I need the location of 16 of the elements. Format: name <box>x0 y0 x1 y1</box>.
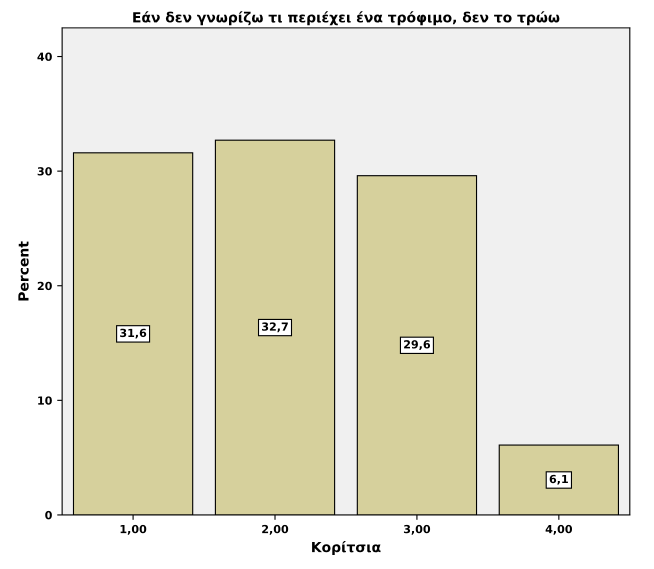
data-label: 32,7 <box>262 322 288 332</box>
y-tick-label: 40 <box>37 52 52 61</box>
x-tick-label: 3,00 <box>404 524 430 535</box>
x-tick-label: 2,00 <box>262 524 288 535</box>
x-axis-title: Κορίτσια <box>312 540 381 555</box>
x-tick-label: 4,00 <box>546 524 572 535</box>
x-tick-label: 1,00 <box>120 524 146 535</box>
data-label: 6,1 <box>550 474 568 485</box>
data-label: 29,6 <box>404 340 430 350</box>
chart-title: Εάν δεν γνωρίζω τι περιέχει ένα τρόφιμο, δεν το τρώω <box>133 11 560 26</box>
y-tick-label: 0 <box>45 510 52 520</box>
y-tick-label: 30 <box>38 167 52 176</box>
y-axis-title: Percent <box>18 241 29 300</box>
data-label: 31,6 <box>120 328 146 339</box>
y-tick-label: 20 <box>38 282 52 290</box>
y-tick-label: 10 <box>38 396 52 405</box>
